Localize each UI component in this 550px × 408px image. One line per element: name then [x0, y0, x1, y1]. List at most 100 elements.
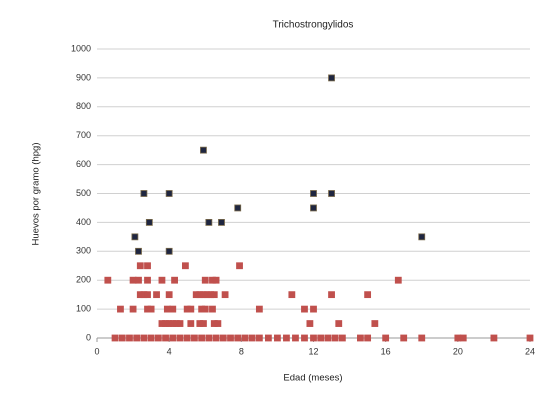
- data-point: [200, 146, 207, 154]
- y-tick-label: 600: [76, 159, 91, 169]
- data-point: [147, 305, 155, 313]
- data-point: [221, 291, 229, 299]
- data-point: [328, 291, 335, 299]
- data-point: [176, 334, 184, 342]
- data-point: [301, 334, 308, 342]
- data-point: [234, 334, 242, 342]
- data-point: [117, 305, 124, 313]
- data-point: [255, 334, 263, 342]
- data-point: [241, 334, 249, 342]
- data-point: [176, 320, 184, 327]
- data-point: [310, 305, 317, 313]
- data-point: [158, 276, 166, 284]
- data-point: [283, 334, 290, 342]
- data-point: [135, 247, 142, 255]
- data-point: [210, 291, 218, 299]
- data-point: [490, 334, 498, 342]
- y-tick-label: 400: [76, 217, 91, 227]
- data-point: [328, 190, 335, 197]
- y-axis-title: Huevos por gramo (hpg): [31, 143, 42, 246]
- data-point: [171, 276, 178, 284]
- data-point: [288, 291, 296, 299]
- data-point: [364, 291, 372, 299]
- x-tick-label: 0: [94, 346, 99, 356]
- data-point: [135, 276, 142, 284]
- data-point: [191, 334, 198, 342]
- data-point: [324, 334, 332, 342]
- data-point: [118, 334, 126, 342]
- data-point: [331, 334, 339, 342]
- data-point: [104, 276, 112, 284]
- x-tick-label: 20: [453, 346, 463, 356]
- x-tick-label: 12: [308, 346, 318, 356]
- data-point: [145, 218, 153, 226]
- data-point: [198, 334, 206, 342]
- data-point: [131, 233, 139, 241]
- data-point: [205, 334, 213, 342]
- data-point: [292, 334, 299, 342]
- y-tick-label: 900: [76, 72, 91, 82]
- data-point: [219, 334, 227, 342]
- data-point: [394, 276, 402, 284]
- x-tick-label: 8: [239, 346, 244, 356]
- data-point: [338, 334, 346, 342]
- data-point: [418, 233, 426, 241]
- y-tick-label: 1000: [71, 43, 91, 53]
- data-point: [200, 320, 207, 327]
- y-tick-label: 0: [86, 332, 91, 342]
- data-point: [144, 291, 151, 299]
- data-point: [140, 190, 148, 197]
- data-point: [183, 334, 191, 342]
- data-point: [187, 305, 195, 313]
- data-point: [214, 320, 222, 327]
- data-point: [364, 334, 372, 342]
- data-point: [371, 320, 379, 327]
- data-point: [227, 334, 234, 342]
- data-point: [526, 334, 534, 342]
- data-point: [201, 305, 209, 313]
- data-point: [328, 74, 335, 82]
- data-point: [129, 305, 137, 313]
- data-point: [306, 320, 314, 327]
- y-tick-label: 200: [76, 275, 91, 285]
- data-point: [310, 334, 317, 342]
- data-point: [169, 305, 177, 313]
- data-point: [459, 334, 467, 342]
- y-tick-label: 700: [76, 130, 91, 140]
- data-point: [236, 262, 243, 270]
- y-tick-label: 100: [76, 303, 91, 313]
- data-point: [234, 204, 242, 212]
- data-point: [140, 334, 148, 342]
- data-point: [209, 305, 216, 313]
- data-point: [201, 276, 209, 284]
- chart-title: Trichostrongylidos: [273, 20, 354, 31]
- data-point: [212, 334, 220, 342]
- data-point: [111, 334, 119, 342]
- data-point: [169, 334, 177, 342]
- data-point: [187, 320, 195, 327]
- data-point: [335, 320, 343, 327]
- data-point: [182, 262, 189, 270]
- data-point: [310, 190, 317, 197]
- data-point: [165, 247, 173, 255]
- x-tick-label: 16: [381, 346, 391, 356]
- data-point: [357, 334, 364, 342]
- data-point: [147, 334, 155, 342]
- data-point: [144, 262, 151, 270]
- data-point: [301, 305, 308, 313]
- y-tick-label: 500: [76, 188, 91, 198]
- data-point: [205, 218, 213, 226]
- data-point: [212, 276, 220, 284]
- data-point: [382, 334, 390, 342]
- data-point: [165, 190, 173, 197]
- data-point: [418, 334, 426, 342]
- data-point: [126, 334, 133, 342]
- data-point: [218, 218, 225, 226]
- y-tick-label: 300: [76, 246, 91, 256]
- data-point: [162, 334, 169, 342]
- x-tick-label: 24: [525, 346, 535, 356]
- data-point: [136, 262, 144, 270]
- data-point: [310, 204, 317, 212]
